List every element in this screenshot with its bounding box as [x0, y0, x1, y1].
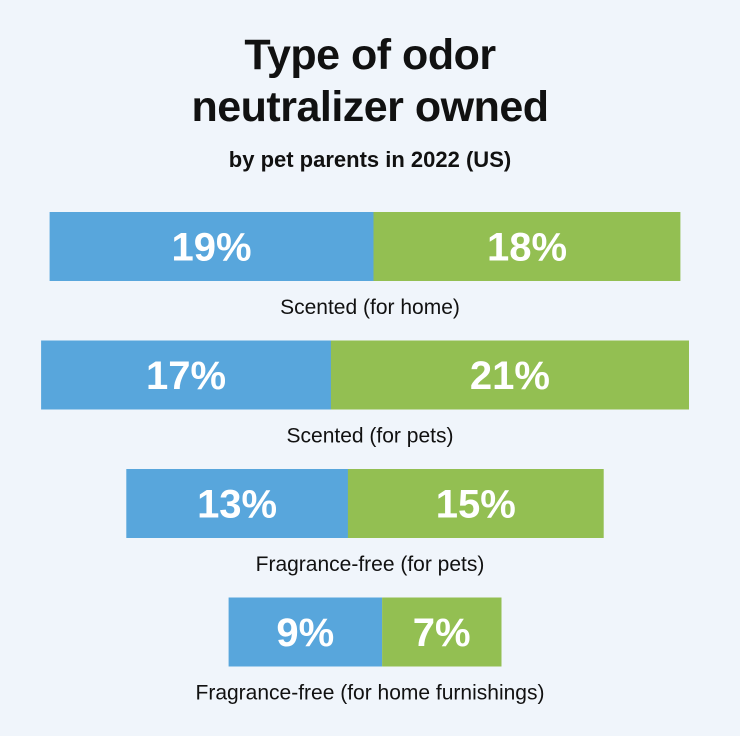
bar-segment-3-2: [347, 469, 604, 538]
category-label-2: Scented (for pets): [287, 425, 454, 448]
data-label-1-2: 18%: [487, 226, 567, 270]
category-label-4: Fragrance-free (for home furnishings): [196, 682, 545, 705]
data-label-2-2: 21%: [470, 354, 550, 398]
bar-group-3: 13% 15% Fragrance-free (for pets): [126, 469, 604, 576]
data-label-4-2: 7%: [413, 611, 471, 655]
bar-segment-2-2: [330, 340, 689, 410]
bar-segment-1-1: [49, 212, 374, 281]
category-label-1: Scented (for home): [280, 296, 460, 319]
data-label-2-1: 17%: [146, 354, 226, 398]
data-label-4-1: 9%: [276, 611, 334, 655]
data-label-3-1: 13%: [197, 483, 277, 527]
bar-group-2: 17% 21% Scented (for pets): [41, 340, 689, 448]
chart-title-line-1: Type of odor: [244, 31, 496, 79]
chart-title-line-2: neutralizer owned: [191, 83, 549, 131]
category-label-3: Fragrance-free (for pets): [256, 553, 485, 576]
data-label-3-2: 15%: [436, 483, 516, 527]
bar-segment-2-1: [41, 340, 331, 410]
bar-segment-3-1: [126, 469, 348, 538]
bar-group-4: 9% 7% Fragrance-free (for home furnishings…: [196, 597, 545, 705]
bar-group-1: 19% 18% Scented (for home): [49, 212, 681, 319]
bar-segment-1-2: [373, 212, 681, 281]
data-label-1-1: 19%: [171, 226, 251, 270]
bar-segment-4-2: [382, 597, 502, 667]
chart-subtitle: by pet parents in 2022 (US): [228, 147, 512, 172]
bar-segment-4-1: [228, 597, 383, 667]
